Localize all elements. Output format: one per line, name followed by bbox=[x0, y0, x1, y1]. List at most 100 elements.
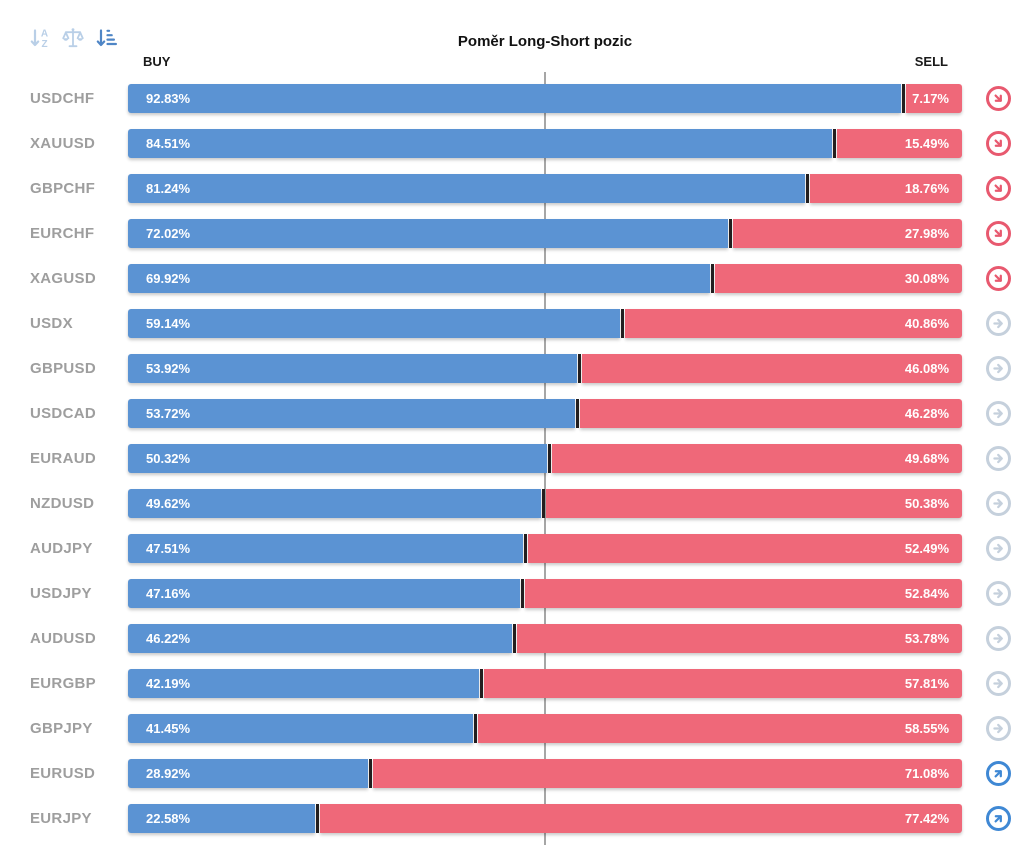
buy-percent-label: 59.14% bbox=[146, 316, 191, 331]
signal-icon[interactable] bbox=[986, 311, 1011, 336]
pair-row: USDCAD 53.72% 46.28% bbox=[30, 399, 1011, 428]
buy-bar-segment[interactable]: 81.24% bbox=[128, 174, 805, 203]
buy-bar-segment[interactable]: 69.92% bbox=[128, 264, 711, 293]
pair-row: AUDJPY 47.51% 52.49% bbox=[30, 534, 1011, 563]
long-short-bar[interactable]: 92.83% 7.17% bbox=[128, 84, 962, 113]
long-short-bar[interactable]: 50.32% 49.68% bbox=[128, 444, 962, 473]
long-short-bar[interactable]: 53.72% 46.28% bbox=[128, 399, 962, 428]
signal-icon[interactable] bbox=[986, 581, 1011, 606]
buy-bar-segment[interactable]: 59.14% bbox=[128, 309, 621, 338]
sell-bar-segment[interactable]: 30.08% bbox=[715, 264, 962, 293]
long-short-bar[interactable]: 41.45% 58.55% bbox=[128, 714, 962, 743]
pair-row: XAGUSD 69.92% 30.08% bbox=[30, 264, 1011, 293]
pair-label: GBPUSD bbox=[30, 360, 96, 377]
sort-alpha-down-icon[interactable]: A Z bbox=[28, 26, 52, 50]
long-short-bar[interactable]: 49.62% 50.38% bbox=[128, 489, 962, 518]
pair-label: GBPJPY bbox=[30, 720, 93, 737]
sell-percent-label: 46.28% bbox=[904, 406, 949, 421]
long-short-bar[interactable]: 59.14% 40.86% bbox=[128, 309, 962, 338]
signal-icon[interactable] bbox=[986, 671, 1011, 696]
pair-label: AUDUSD bbox=[30, 630, 96, 647]
buy-bar-segment[interactable]: 92.83% bbox=[128, 84, 902, 113]
long-short-bar[interactable]: 46.22% 53.78% bbox=[128, 624, 962, 653]
buy-bar-segment[interactable]: 72.02% bbox=[128, 219, 728, 248]
buy-bar-segment[interactable]: 53.92% bbox=[128, 354, 577, 383]
signal-icon[interactable] bbox=[986, 491, 1011, 516]
pair-label: EURGBP bbox=[30, 675, 96, 692]
sell-bar-segment[interactable]: 27.98% bbox=[732, 219, 962, 248]
svg-text:A: A bbox=[41, 29, 48, 40]
sell-bar-segment[interactable]: 58.55% bbox=[477, 714, 962, 743]
buy-bar-segment[interactable]: 84.51% bbox=[128, 129, 832, 158]
sell-percent-label: 18.76% bbox=[904, 181, 949, 196]
signal-icon[interactable] bbox=[986, 446, 1011, 471]
long-short-bar[interactable]: 53.92% 46.08% bbox=[128, 354, 962, 383]
sell-percent-label: 57.81% bbox=[904, 676, 949, 691]
buy-bar-segment[interactable]: 53.72% bbox=[128, 399, 576, 428]
signal-icon[interactable] bbox=[986, 221, 1011, 246]
signal-icon[interactable] bbox=[986, 176, 1011, 201]
svg-text:Z: Z bbox=[41, 39, 47, 50]
sell-bar-segment[interactable]: 40.86% bbox=[625, 309, 962, 338]
signal-icon[interactable] bbox=[986, 536, 1011, 561]
buy-percent-label: 42.19% bbox=[146, 676, 191, 691]
signal-icon[interactable] bbox=[986, 716, 1011, 741]
sell-bar-segment[interactable]: 7.17% bbox=[906, 84, 962, 113]
long-short-bar[interactable]: 42.19% 57.81% bbox=[128, 669, 962, 698]
sell-bar-segment[interactable]: 46.08% bbox=[581, 354, 962, 383]
signal-icon[interactable] bbox=[986, 806, 1011, 831]
long-short-bar[interactable]: 84.51% 15.49% bbox=[128, 129, 962, 158]
long-short-bar[interactable]: 69.92% 30.08% bbox=[128, 264, 962, 293]
bar-divider bbox=[541, 489, 545, 518]
sell-bar-segment[interactable]: 18.76% bbox=[809, 174, 962, 203]
signal-icon[interactable] bbox=[986, 356, 1011, 381]
long-short-bar[interactable]: 47.51% 52.49% bbox=[128, 534, 962, 563]
buy-bar-segment[interactable]: 46.22% bbox=[128, 624, 513, 653]
sell-bar-segment[interactable]: 50.38% bbox=[545, 489, 962, 518]
sell-bar-segment[interactable]: 53.78% bbox=[517, 624, 962, 653]
sell-percent-label: 77.42% bbox=[904, 811, 949, 826]
long-short-bar[interactable]: 47.16% 52.84% bbox=[128, 579, 962, 608]
buy-bar-segment[interactable]: 47.51% bbox=[128, 534, 524, 563]
sell-column-header: SELL bbox=[914, 54, 948, 69]
pair-row: NZDUSD 49.62% 50.38% bbox=[30, 489, 1011, 518]
buy-bar-segment[interactable]: 41.45% bbox=[128, 714, 473, 743]
buy-bar-segment[interactable]: 50.32% bbox=[128, 444, 547, 473]
sort-amount-down-icon[interactable] bbox=[94, 26, 118, 50]
pair-label: USDJPY bbox=[30, 585, 92, 602]
buy-bar-segment[interactable]: 28.92% bbox=[128, 759, 369, 788]
sell-bar-segment[interactable]: 15.49% bbox=[836, 129, 962, 158]
sell-percent-label: 58.55% bbox=[904, 721, 949, 736]
sell-percent-label: 7.17% bbox=[912, 91, 949, 106]
sell-bar-segment[interactable]: 49.68% bbox=[551, 444, 962, 473]
signal-icon[interactable] bbox=[986, 86, 1011, 111]
sell-bar-segment[interactable]: 46.28% bbox=[580, 399, 962, 428]
buy-bar-segment[interactable]: 49.62% bbox=[128, 489, 541, 518]
sell-bar-segment[interactable]: 57.81% bbox=[483, 669, 962, 698]
long-short-bar[interactable]: 22.58% 77.42% bbox=[128, 804, 962, 833]
signal-icon[interactable] bbox=[986, 761, 1011, 786]
signal-icon[interactable] bbox=[986, 131, 1011, 156]
pair-label: USDCAD bbox=[30, 405, 96, 422]
signal-icon[interactable] bbox=[986, 401, 1011, 426]
pair-label: XAUUSD bbox=[30, 135, 96, 152]
buy-bar-segment[interactable]: 47.16% bbox=[128, 579, 521, 608]
pair-row: EURCHF 72.02% 27.98% bbox=[30, 219, 1011, 248]
buy-percent-label: 53.72% bbox=[146, 406, 191, 421]
buy-percent-label: 28.92% bbox=[146, 766, 191, 781]
long-short-bar[interactable]: 28.92% 71.08% bbox=[128, 759, 962, 788]
signal-icon[interactable] bbox=[986, 626, 1011, 651]
pair-row: GBPJPY 41.45% 58.55% bbox=[30, 714, 1011, 743]
signal-icon[interactable] bbox=[986, 266, 1011, 291]
balance-scale-icon[interactable] bbox=[61, 26, 85, 50]
pair-row: EURUSD 28.92% 71.08% bbox=[30, 759, 1011, 788]
sell-bar-segment[interactable]: 71.08% bbox=[373, 759, 962, 788]
buy-bar-segment[interactable]: 42.19% bbox=[128, 669, 479, 698]
sell-bar-segment[interactable]: 52.49% bbox=[528, 534, 962, 563]
sell-bar-segment[interactable]: 52.84% bbox=[525, 579, 962, 608]
buy-bar-segment[interactable]: 22.58% bbox=[128, 804, 316, 833]
long-short-bar[interactable]: 81.24% 18.76% bbox=[128, 174, 962, 203]
long-short-bar[interactable]: 72.02% 27.98% bbox=[128, 219, 962, 248]
sell-bar-segment[interactable]: 77.42% bbox=[320, 804, 962, 833]
